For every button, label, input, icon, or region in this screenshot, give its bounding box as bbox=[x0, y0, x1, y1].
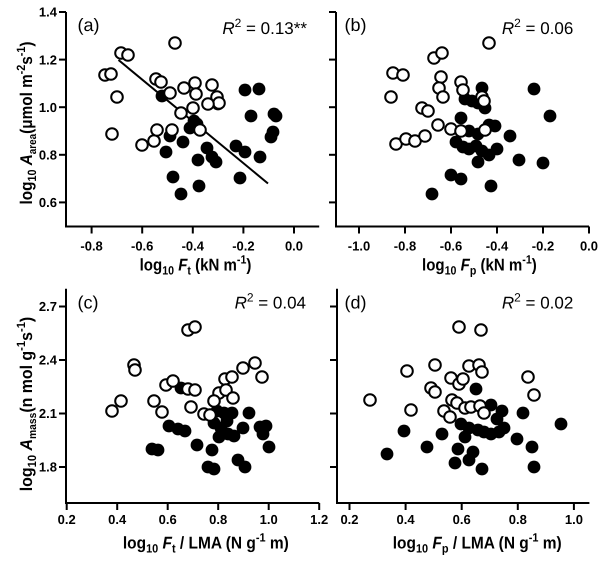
svg-text:R2 = 0.13**: R2 = 0.13** bbox=[222, 16, 307, 38]
svg-text:(b): (b) bbox=[345, 15, 367, 35]
svg-text:-0.2: -0.2 bbox=[532, 238, 554, 253]
svg-text:log10 Fp (kN m-1): log10 Fp (kN m-1) bbox=[422, 253, 537, 278]
svg-text:(d): (d) bbox=[345, 293, 367, 313]
svg-text:2.1: 2.1 bbox=[39, 406, 57, 421]
svg-text:2.4: 2.4 bbox=[39, 353, 58, 368]
svg-text:0.8: 0.8 bbox=[209, 512, 227, 527]
svg-text:0.6: 0.6 bbox=[159, 512, 177, 527]
svg-text:1.0: 1.0 bbox=[39, 100, 57, 115]
svg-text:R2 = 0.06: R2 = 0.06 bbox=[502, 16, 573, 38]
svg-text:-0.6: -0.6 bbox=[440, 238, 462, 253]
svg-text:1.2: 1.2 bbox=[310, 512, 328, 527]
svg-text:log10 Ft (kN m-1): log10 Ft (kN m-1) bbox=[140, 253, 252, 278]
svg-text:-0.4: -0.4 bbox=[486, 238, 509, 253]
svg-text:-0.4: -0.4 bbox=[182, 238, 205, 253]
svg-text:-0.6: -0.6 bbox=[131, 238, 153, 253]
svg-text:(a): (a) bbox=[78, 15, 100, 35]
svg-text:0.2: 0.2 bbox=[58, 512, 76, 527]
svg-text:log10 Aarea(μmol m-2s-1): log10 Aarea(μmol m-2s-1) bbox=[14, 41, 39, 204]
svg-text:0.8: 0.8 bbox=[509, 512, 527, 527]
svg-text:1.2: 1.2 bbox=[39, 52, 57, 67]
svg-text:(c): (c) bbox=[78, 293, 99, 313]
svg-text:R2 = 0.04: R2 = 0.04 bbox=[235, 291, 306, 313]
svg-text:0.4: 0.4 bbox=[108, 512, 127, 527]
svg-text:1.8: 1.8 bbox=[39, 460, 57, 475]
svg-text:1.4: 1.4 bbox=[39, 5, 58, 20]
svg-text:0.6: 0.6 bbox=[453, 512, 471, 527]
svg-text:-1.0: -1.0 bbox=[348, 238, 370, 253]
svg-text:2.7: 2.7 bbox=[39, 299, 57, 314]
svg-text:0.4: 0.4 bbox=[397, 512, 416, 527]
svg-text:0.6: 0.6 bbox=[39, 195, 57, 210]
svg-text:0.2: 0.2 bbox=[340, 512, 358, 527]
svg-text:-0.8: -0.8 bbox=[394, 238, 416, 253]
svg-text:1.0: 1.0 bbox=[260, 512, 278, 527]
svg-text:0.8: 0.8 bbox=[39, 148, 57, 163]
svg-text:0.0: 0.0 bbox=[580, 238, 598, 253]
svg-text:-0.8: -0.8 bbox=[80, 238, 102, 253]
svg-text:-0.2: -0.2 bbox=[232, 238, 254, 253]
svg-text:R2 = 0.02: R2 = 0.02 bbox=[502, 291, 573, 313]
svg-text:1.0: 1.0 bbox=[565, 512, 583, 527]
svg-text:0.0: 0.0 bbox=[285, 238, 303, 253]
